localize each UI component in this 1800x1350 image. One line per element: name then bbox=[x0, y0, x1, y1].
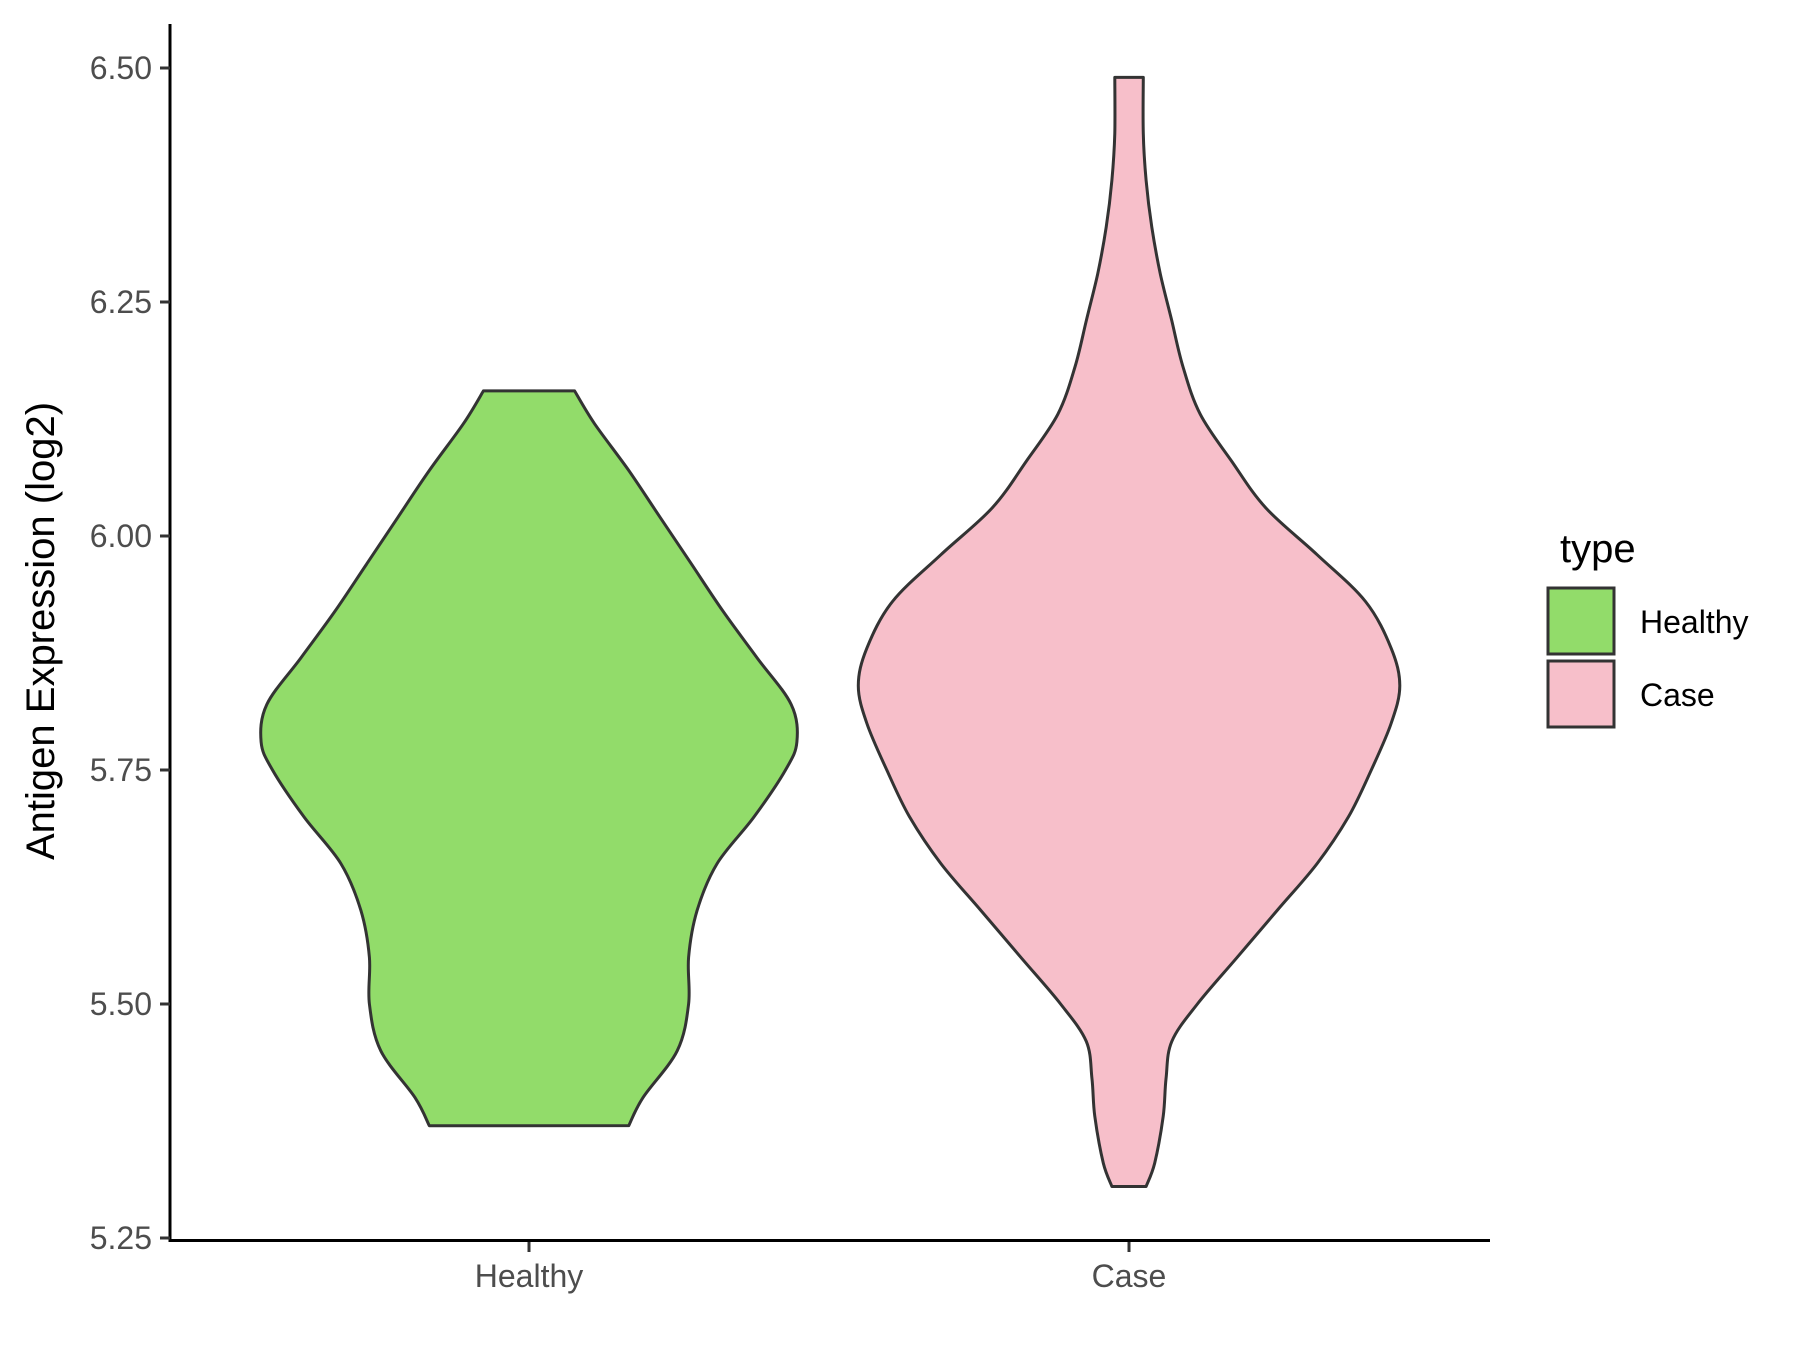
y-tick-label: 6.00 bbox=[90, 518, 152, 554]
x-axis-ticks: Healthy Case bbox=[475, 1242, 1167, 1294]
legend-title: type bbox=[1560, 527, 1636, 571]
legend-label-case: Case bbox=[1640, 677, 1715, 713]
y-axis-title: Antigen Expression (log2) bbox=[19, 402, 63, 860]
violins-layer bbox=[259, 75, 1402, 1189]
legend-label-healthy: Healthy bbox=[1640, 604, 1749, 640]
y-tick-label: 5.25 bbox=[90, 1220, 152, 1256]
y-tick-label: 6.25 bbox=[90, 284, 152, 320]
y-tick-label: 5.50 bbox=[90, 986, 152, 1022]
violin-case bbox=[856, 75, 1402, 1189]
violin-healthy bbox=[259, 389, 799, 1128]
y-tick-label: 6.50 bbox=[90, 50, 152, 86]
legend-swatch-case bbox=[1546, 659, 1616, 729]
y-axis-ticks: 5.25 5.50 5.75 6.00 6.25 6.50 bbox=[90, 50, 170, 1256]
y-tick-label: 5.75 bbox=[90, 752, 152, 788]
x-tick-label: Case bbox=[1092, 1258, 1167, 1294]
legend: type Healthy Case bbox=[1546, 527, 1749, 729]
legend-swatch-healthy bbox=[1546, 586, 1616, 656]
x-tick-label: Healthy bbox=[475, 1258, 584, 1294]
